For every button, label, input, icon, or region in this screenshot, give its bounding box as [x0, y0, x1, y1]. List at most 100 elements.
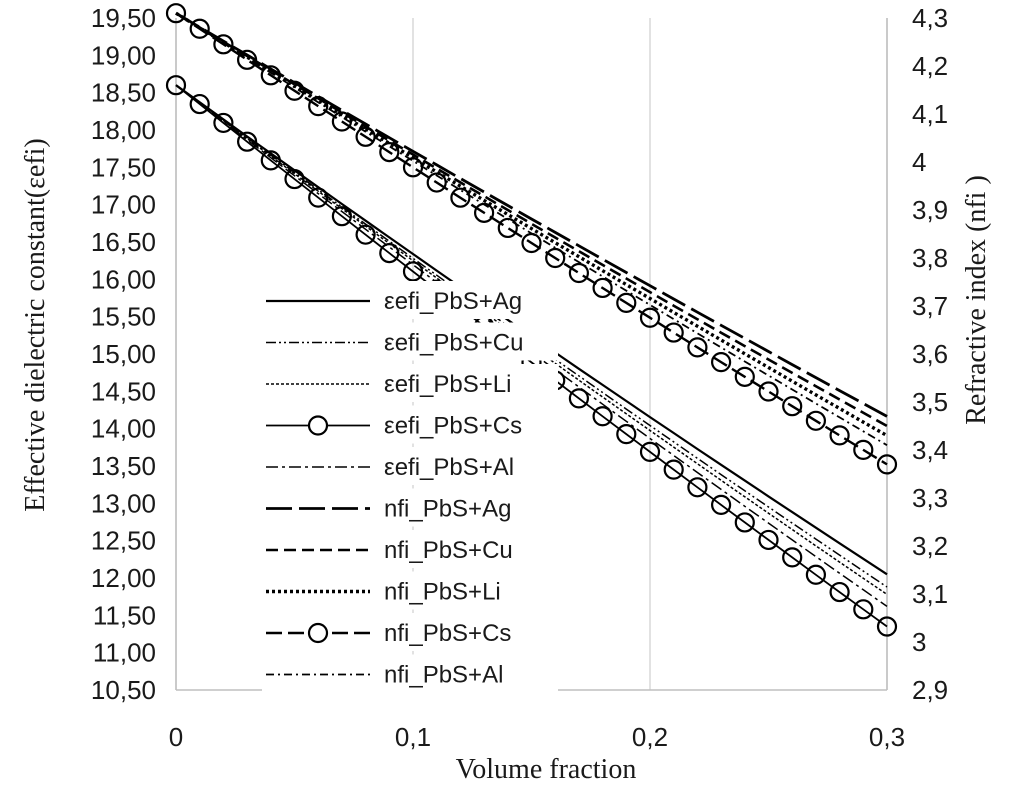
y-tick-label: 16,00 — [91, 264, 156, 294]
series-marker — [165, 3, 187, 24]
series-marker — [853, 599, 874, 620]
series-marker — [734, 366, 755, 387]
y-tick-label: 19,50 — [91, 3, 156, 33]
series-marker — [260, 65, 281, 86]
y-tick-label: 19,00 — [91, 40, 156, 70]
legend-marker — [307, 415, 329, 436]
series-marker — [734, 512, 755, 533]
y2-tick-label: 3,9 — [912, 195, 948, 225]
legend-entry — [262, 571, 558, 610]
x-axis-ticks: 0 0,1 0,2 0,3 — [169, 722, 905, 752]
series-marker — [237, 49, 258, 70]
series-line — [175, 12, 888, 466]
series-marker — [308, 96, 329, 117]
legend-entry — [262, 654, 558, 693]
y-tick-label: 14,00 — [91, 414, 156, 444]
y2-tick-label: 3,2 — [912, 531, 948, 561]
series-marker — [663, 322, 684, 343]
series-line — [175, 11, 888, 438]
series-marker — [355, 224, 376, 245]
legend-entry — [262, 447, 558, 485]
series-marker — [592, 406, 613, 427]
series-marker — [782, 547, 803, 568]
series-marker — [450, 187, 471, 208]
right-axis-ticks: 2,9 3 3,1 3,2 3,3 3,4 3,5 3,6 3,7 3,8 3,9 4 4,1 4,2 4,… — [912, 3, 948, 705]
series-marker — [260, 150, 281, 171]
series-marker — [213, 34, 234, 55]
series-marker — [639, 441, 661, 462]
y-tick-label: 12,50 — [91, 526, 156, 556]
series-marker — [876, 616, 898, 637]
y-tick-label: 17,50 — [91, 152, 156, 182]
x-tick-label: 0,2 — [632, 722, 668, 752]
series-marker — [355, 126, 376, 147]
series-marker — [876, 454, 898, 475]
series-line — [175, 12, 888, 428]
y2-axis-title: Refractive index (nfi ) — [961, 175, 992, 425]
series-marker — [379, 141, 400, 163]
legend-label: εefi_PbS+Cs — [384, 413, 522, 440]
series-marker — [829, 425, 850, 446]
series-marker — [284, 80, 305, 101]
series-marker — [331, 206, 352, 227]
legend-label: εefi_PbS+Al — [384, 454, 514, 481]
x-tick-label: 0,3 — [869, 722, 905, 752]
series-marker — [426, 172, 447, 193]
y2-tick-label: 3,5 — [912, 387, 948, 417]
series-marker — [853, 439, 874, 461]
series-marker — [639, 307, 661, 328]
series-marker — [758, 529, 779, 551]
series-line — [175, 12, 888, 446]
series-marker — [687, 477, 708, 498]
series-marker — [710, 352, 732, 373]
legend-label: nfi_PbS+Ag — [384, 496, 511, 523]
y-tick-label: 11,00 — [93, 638, 156, 668]
series-marker — [663, 459, 684, 480]
legend: εefi_PbS+Ag εefi_PbS+Cu εefi_PbS+Li εefi_Pb… — [262, 281, 558, 693]
series-marker — [758, 381, 779, 402]
series-marker — [331, 111, 352, 132]
legend-label: nfi_PbS+Li — [384, 579, 501, 606]
y2-tick-label: 4,2 — [912, 51, 948, 81]
y2-tick-label: 3,1 — [912, 579, 948, 609]
y-tick-label: 18,50 — [91, 78, 156, 108]
legend-entry — [262, 322, 558, 361]
y-tick-label: 18,00 — [91, 115, 156, 145]
legend-label: εefi_PbS+Ag — [384, 288, 522, 315]
legend-label: nfi_PbS+Cs — [384, 620, 511, 647]
series-marker — [189, 93, 210, 115]
legend-label: nfi_PbS+Al — [384, 662, 503, 689]
y2-tick-label: 3,7 — [912, 291, 948, 321]
series-marker — [497, 217, 518, 239]
y2-tick-label: 3,6 — [912, 339, 948, 369]
y-tick-label: 11,50 — [93, 600, 156, 630]
series-marker — [616, 292, 637, 313]
legend-entry — [262, 364, 558, 402]
series-marker — [165, 75, 187, 96]
series-marker — [568, 388, 590, 409]
series-marker — [687, 337, 708, 358]
series-marker — [284, 168, 305, 190]
y-tick-label: 15,50 — [91, 302, 156, 332]
series-marker — [568, 262, 590, 284]
y2-tick-label: 3,4 — [912, 435, 948, 465]
left-axis-ticks: 10,50 11,00 11,50 12,00 12,50 13,00 13,50 14,00… — [91, 3, 156, 705]
series-marker — [545, 247, 566, 269]
series-marker — [308, 187, 329, 208]
series-marker — [592, 277, 613, 299]
series-marker — [237, 131, 258, 152]
y2-tick-label: 4 — [912, 147, 926, 177]
y-tick-label: 17,00 — [91, 190, 156, 220]
series-marker — [213, 112, 234, 134]
y2-tick-label: 3,8 — [912, 243, 948, 273]
y-tick-label: 10,50 — [91, 675, 156, 705]
y2-tick-label: 2,9 — [912, 675, 948, 705]
y2-tick-label: 4,3 — [912, 3, 948, 33]
y-tick-label: 15,00 — [91, 339, 156, 369]
series-lines — [165, 3, 898, 637]
legend-label: εefi_PbS+Li — [384, 371, 511, 398]
series-marker — [782, 396, 803, 417]
y2-tick-label: 3,3 — [912, 483, 948, 513]
series-marker — [829, 581, 850, 603]
